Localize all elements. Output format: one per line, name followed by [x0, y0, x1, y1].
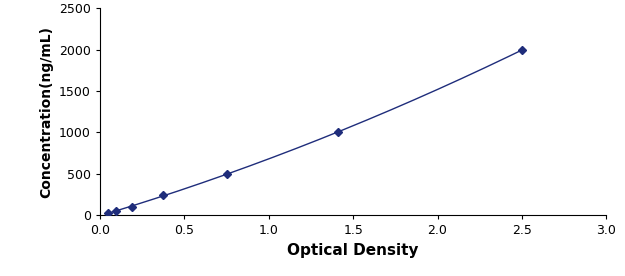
X-axis label: Optical Density: Optical Density	[288, 243, 419, 258]
Y-axis label: Concentration(ng/mL): Concentration(ng/mL)	[39, 26, 54, 198]
